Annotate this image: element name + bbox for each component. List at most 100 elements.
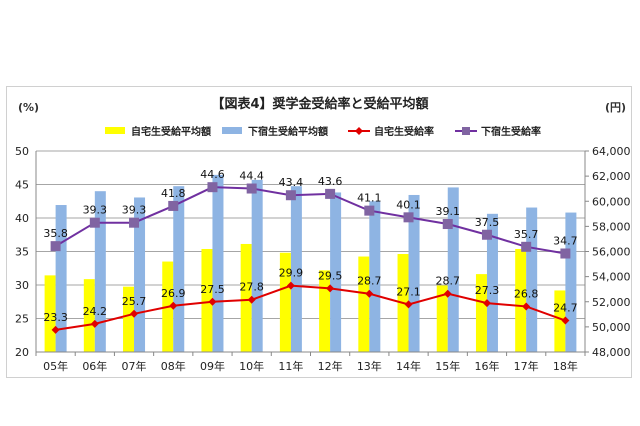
x-tick-label: 17年 <box>514 359 539 373</box>
marker-diamond <box>365 289 374 298</box>
right-tick-label: 48,000 <box>592 346 631 359</box>
bars <box>44 174 577 352</box>
marker-square <box>403 212 414 223</box>
bar-boarding <box>486 213 498 352</box>
x-tick-label: 16年 <box>474 359 499 373</box>
legend-swatch <box>222 127 242 134</box>
x-tick-label: 15年 <box>435 359 460 373</box>
x-tick-label: 18年 <box>553 359 578 373</box>
data-label: 27.1 <box>396 285 421 298</box>
data-label: 26.8 <box>514 287 539 300</box>
data-labels: 23.3 24.2 25.7 26.9 27.5 27.8 29.9 29.5 28.7 27.1… <box>43 168 577 324</box>
marker-diamond <box>208 297 217 306</box>
data-label: 29.5 <box>318 269 343 282</box>
data-label: 34.7 <box>553 235 578 248</box>
data-label: 35.8 <box>43 227 68 240</box>
bar-home <box>554 290 566 352</box>
marker-diamond <box>522 302 531 311</box>
right-tick-label: 52,000 <box>592 296 631 309</box>
data-label: 37.5 <box>475 216 500 229</box>
bar-home <box>83 279 95 352</box>
x-tick-label: 11年 <box>278 359 303 373</box>
marker-square <box>364 205 375 216</box>
x-tick-label: 07年 <box>122 359 147 373</box>
right-tick-label: 50,000 <box>592 321 631 334</box>
marker-square <box>168 200 179 211</box>
data-label: 41.8 <box>161 187 186 200</box>
legend-marker-diamond <box>355 127 363 135</box>
gridlines <box>36 150 585 353</box>
data-label: 28.7 <box>357 275 382 288</box>
bar-boarding <box>369 201 381 352</box>
data-label: 27.8 <box>239 281 264 294</box>
left-axis-unit: (%) <box>18 101 39 114</box>
bar-home <box>436 285 448 352</box>
data-label: 41.1 <box>357 192 382 205</box>
bar-home <box>201 248 213 352</box>
marker-square <box>481 229 492 240</box>
data-label: 39.3 <box>122 204 147 217</box>
marker-diamond <box>482 299 491 308</box>
right-tick-label: 60,000 <box>592 195 631 208</box>
marker-diamond <box>286 281 295 290</box>
bar-boarding <box>408 194 420 352</box>
legend-label: 下宿生受給平均額 <box>248 125 328 138</box>
data-label: 29.9 <box>279 267 304 280</box>
marker-diamond <box>130 309 139 318</box>
marker-square <box>89 217 100 228</box>
data-label: 24.7 <box>553 302 578 315</box>
data-label: 44.6 <box>200 168 225 181</box>
bar-boarding <box>173 186 185 352</box>
marker-square <box>521 241 532 252</box>
marker-diamond <box>443 289 452 298</box>
right-tick-label: 54,000 <box>592 271 631 284</box>
data-label: 44.4 <box>239 170 264 183</box>
marker-diamond <box>169 301 178 310</box>
data-label: 28.7 <box>436 275 461 288</box>
x-tick-label: 08年 <box>161 359 186 373</box>
bar-boarding <box>447 187 459 352</box>
x-tick-label: 10年 <box>239 359 264 373</box>
marker-square <box>285 190 296 201</box>
legend: 自宅生受給平均額 下宿生受給平均額 自宅生受給率 下宿生受給率 <box>105 125 541 138</box>
chart-title: 【図表4】奨学金受給率と受給平均額 <box>211 96 428 112</box>
bar-boarding <box>251 179 263 352</box>
x-tick-label: 06年 <box>82 359 107 373</box>
right-axis-unit: (円) <box>605 101 626 114</box>
bar-home <box>515 248 527 352</box>
left-tick-label: 45 <box>15 179 29 192</box>
marker-square <box>560 248 571 259</box>
right-tick-label: 62,000 <box>592 170 631 183</box>
bar-boarding <box>330 192 342 352</box>
x-tick-label: 14年 <box>396 359 421 373</box>
bar-home <box>240 243 252 352</box>
bar-home <box>319 270 331 352</box>
marker-diamond <box>51 325 60 334</box>
x-tick-label: 05年 <box>43 359 68 373</box>
bar-boarding <box>290 186 302 352</box>
bar-home <box>475 274 487 352</box>
left-tick-label: 25 <box>15 313 29 326</box>
data-label: 27.5 <box>200 283 225 296</box>
marker-square <box>246 183 257 194</box>
data-label: 43.6 <box>318 175 343 188</box>
bar-home <box>358 256 370 352</box>
data-label: 27.3 <box>475 284 500 297</box>
marker-square <box>325 188 336 199</box>
marker-square <box>207 182 218 193</box>
bar-home <box>123 286 135 352</box>
data-label: 43.4 <box>279 176 304 189</box>
right-tick-label: 64,000 <box>592 145 631 158</box>
marker-diamond <box>247 295 256 304</box>
data-label: 39.1 <box>436 205 461 218</box>
legend-label: 下宿生受給率 <box>481 125 541 138</box>
data-label: 24.2 <box>83 305 108 318</box>
line-2 <box>55 284 566 331</box>
bar-home <box>279 252 291 352</box>
bar-boarding <box>565 212 577 352</box>
legend-swatch <box>105 127 125 134</box>
x-tick-label: 09年 <box>200 359 225 373</box>
right-tick-label: 56,000 <box>592 246 631 259</box>
legend-label: 自宅生受給率 <box>374 125 434 138</box>
